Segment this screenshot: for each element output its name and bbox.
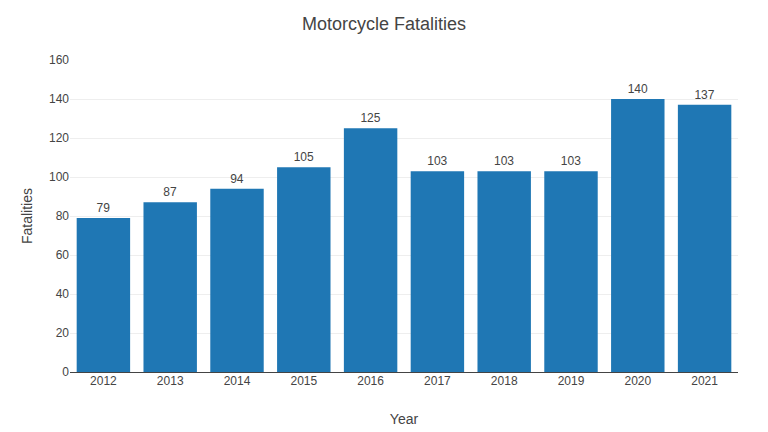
svg-text:105: 105 bbox=[294, 150, 314, 164]
svg-text:103: 103 bbox=[561, 154, 581, 168]
svg-text:Fatalities: Fatalities bbox=[19, 188, 35, 244]
svg-text:140: 140 bbox=[628, 82, 648, 96]
svg-text:2013: 2013 bbox=[157, 374, 184, 388]
svg-text:2017: 2017 bbox=[424, 374, 451, 388]
svg-text:2021: 2021 bbox=[691, 374, 718, 388]
svg-text:94: 94 bbox=[230, 172, 244, 186]
svg-text:80: 80 bbox=[56, 209, 70, 223]
svg-text:60: 60 bbox=[56, 248, 70, 262]
svg-text:2014: 2014 bbox=[224, 374, 251, 388]
svg-text:Year: Year bbox=[390, 411, 419, 427]
svg-text:2019: 2019 bbox=[558, 374, 585, 388]
svg-text:103: 103 bbox=[494, 154, 514, 168]
svg-text:2016: 2016 bbox=[357, 374, 384, 388]
svg-text:2012: 2012 bbox=[90, 374, 117, 388]
svg-text:20: 20 bbox=[56, 326, 70, 340]
svg-text:2015: 2015 bbox=[290, 374, 317, 388]
svg-text:2020: 2020 bbox=[624, 374, 651, 388]
svg-text:0: 0 bbox=[62, 365, 69, 379]
svg-text:125: 125 bbox=[360, 111, 380, 125]
svg-text:87: 87 bbox=[163, 185, 177, 199]
svg-text:Motorcycle Fatalities: Motorcycle Fatalities bbox=[302, 14, 466, 34]
svg-text:40: 40 bbox=[56, 287, 70, 301]
svg-text:103: 103 bbox=[427, 154, 447, 168]
svg-text:2018: 2018 bbox=[491, 374, 518, 388]
svg-text:120: 120 bbox=[49, 131, 69, 145]
svg-text:137: 137 bbox=[694, 88, 714, 102]
svg-text:100: 100 bbox=[49, 170, 69, 184]
svg-text:140: 140 bbox=[49, 92, 69, 106]
svg-text:79: 79 bbox=[97, 201, 111, 215]
svg-text:160: 160 bbox=[49, 53, 69, 67]
